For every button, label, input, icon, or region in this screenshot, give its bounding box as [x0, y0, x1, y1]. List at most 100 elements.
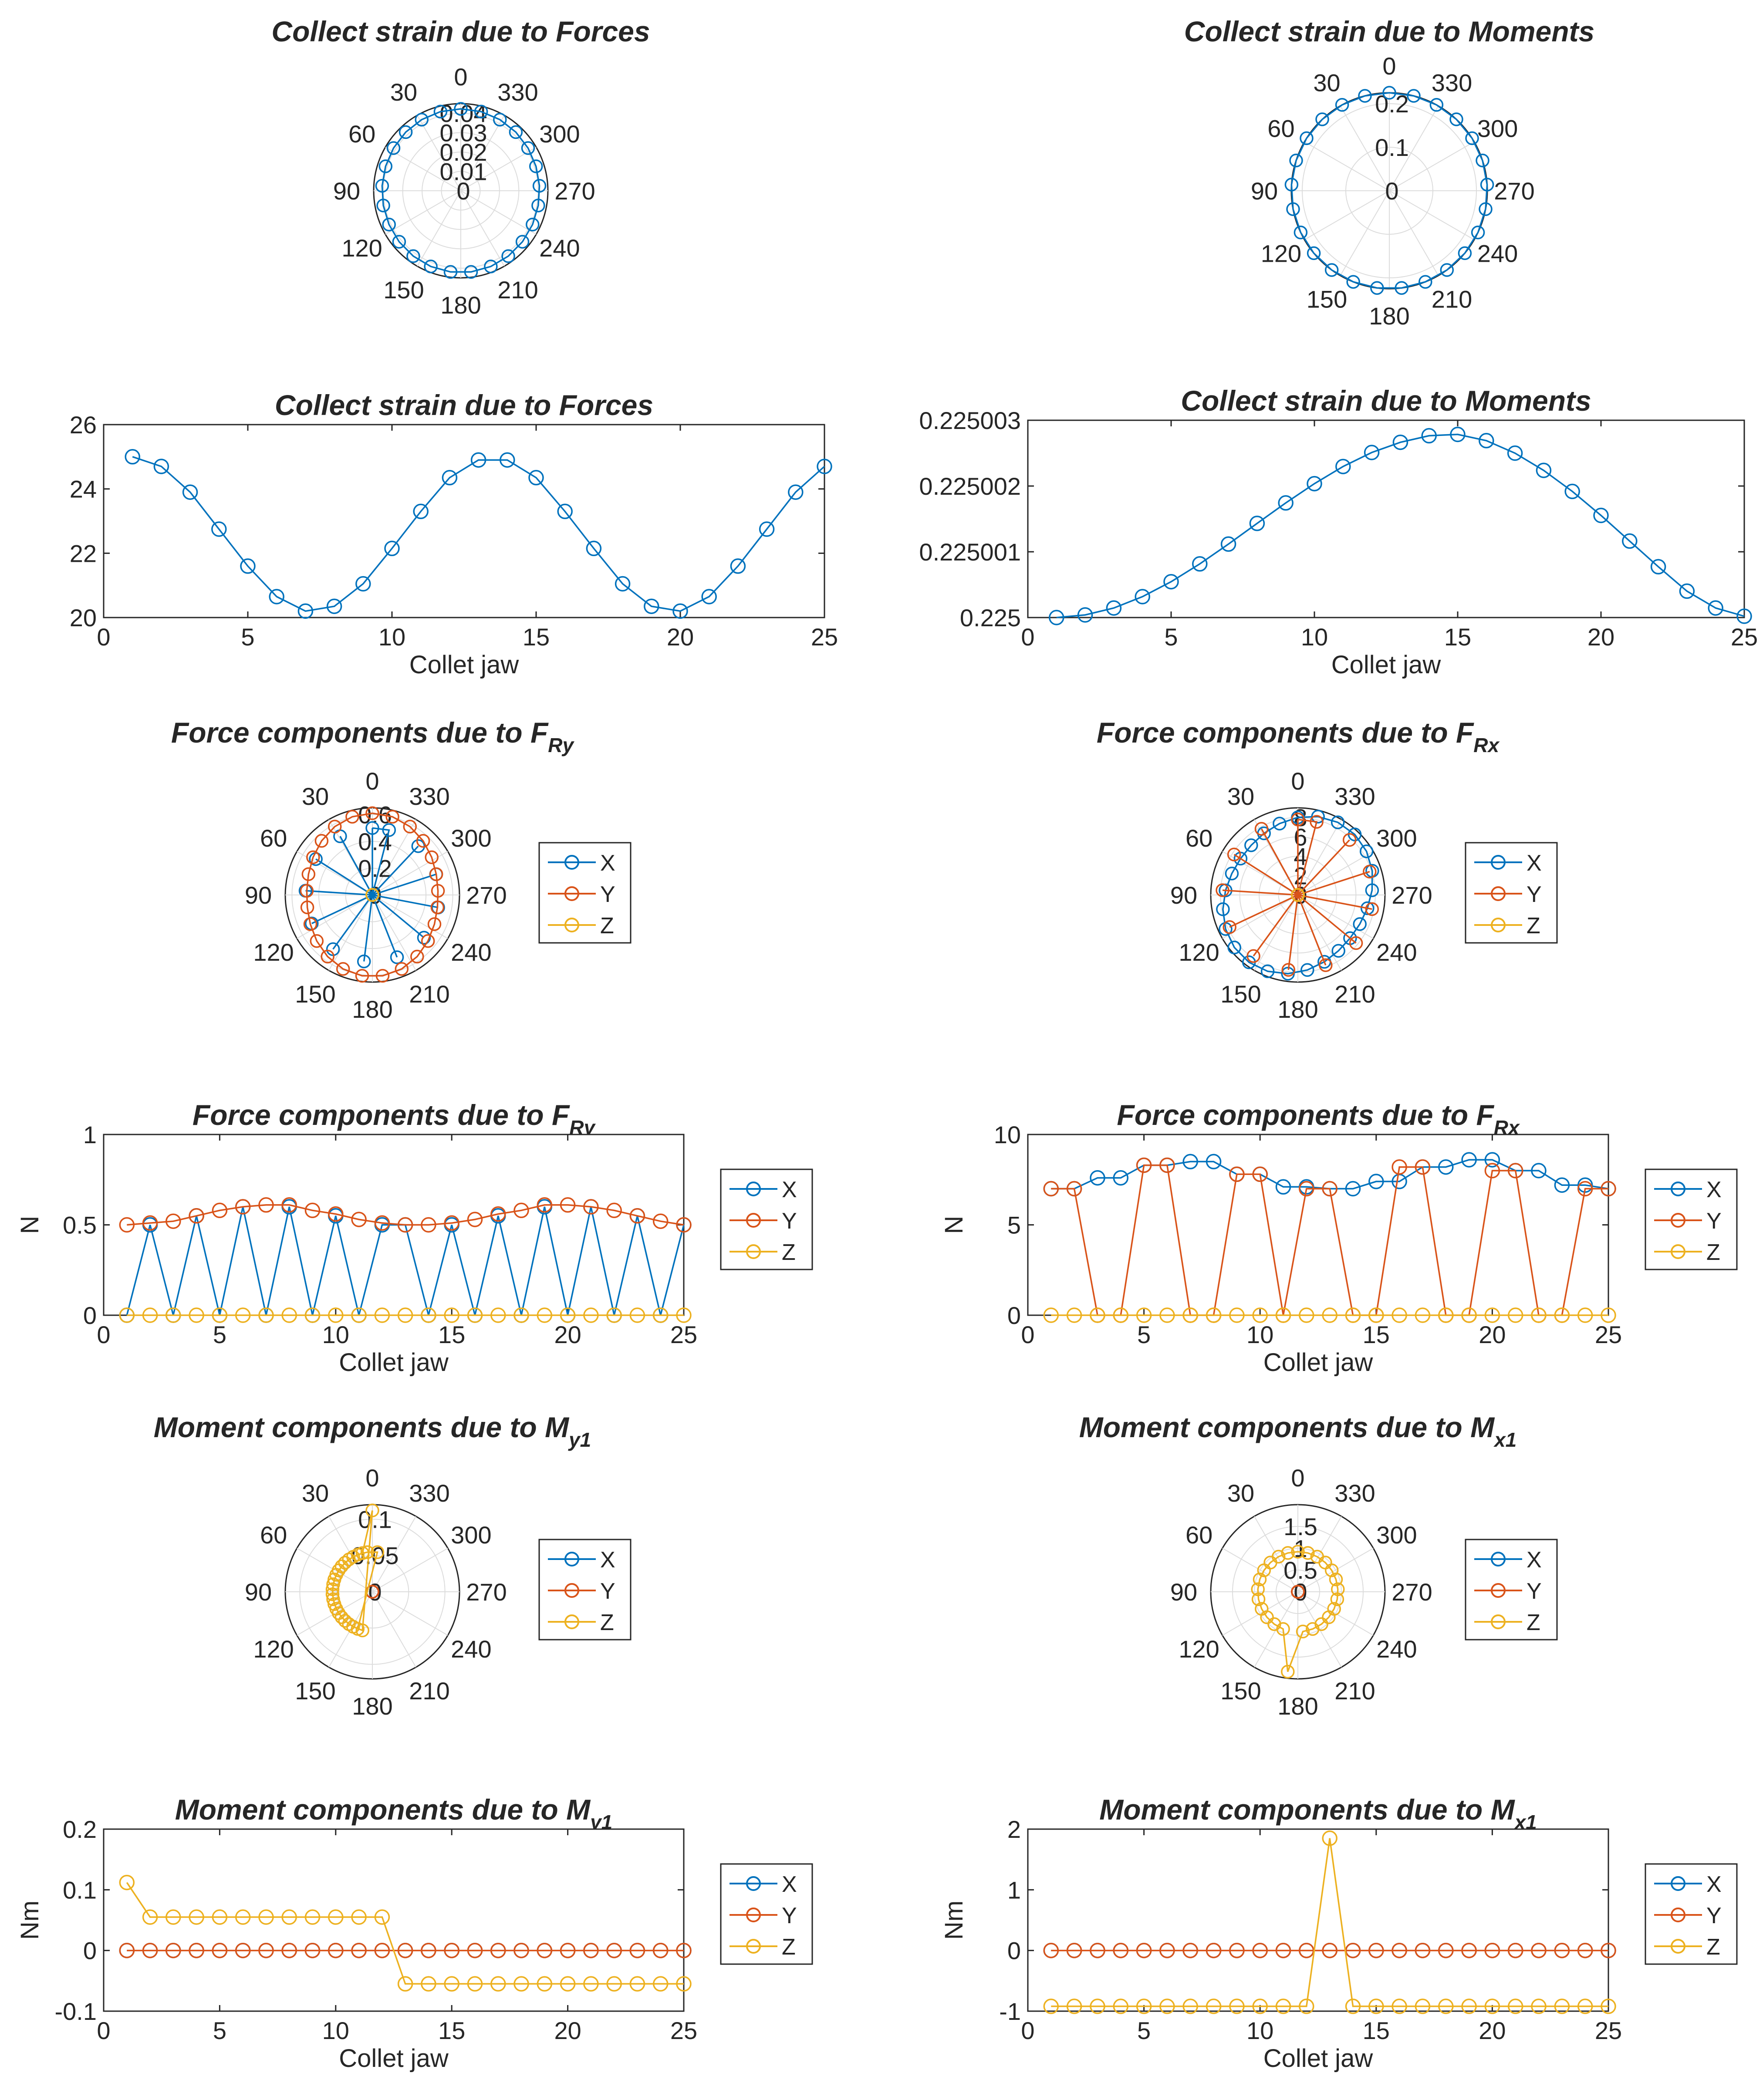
x-tick-label: 15 [1363, 2017, 1390, 2044]
series-line [381, 108, 540, 273]
data-point [1391, 1999, 1407, 2014]
theta-tick-label: 300 [539, 120, 580, 148]
polar-spoke [1340, 190, 1390, 276]
data-point [1113, 1170, 1129, 1186]
data-point [1182, 1154, 1198, 1170]
data-point [1593, 507, 1609, 523]
data-point [351, 1909, 367, 1925]
data-point [1192, 556, 1208, 572]
x-tick-label: 5 [213, 2017, 226, 2044]
y-tick-label: 0 [83, 1302, 97, 1329]
series-x [1216, 810, 1379, 981]
data-point [606, 1202, 622, 1219]
data-point [1391, 1942, 1407, 1958]
data-point [1229, 1166, 1245, 1182]
data-point [1458, 246, 1472, 260]
data-point [1220, 536, 1236, 552]
theta-tick-label: 0 [1382, 52, 1396, 80]
data-point [415, 112, 429, 127]
x-tick-label: 0 [1021, 623, 1034, 651]
data-point [403, 820, 417, 834]
data-point [1536, 463, 1552, 478]
data-point [325, 1582, 340, 1596]
r-tick-label: 1.5 [1283, 1513, 1317, 1540]
data-point [1159, 1157, 1175, 1173]
data-point [1395, 281, 1408, 295]
data-point [1310, 815, 1324, 829]
data-point [1349, 936, 1363, 950]
chart-title-main: Moment components due to M [1079, 1411, 1495, 1443]
data-point [1299, 1999, 1314, 2014]
theta-tick-label: 330 [1432, 69, 1472, 96]
theta-tick-label: 150 [1307, 286, 1347, 313]
data-point [375, 179, 389, 193]
data-point [360, 1545, 375, 1559]
data-point [467, 1942, 483, 1958]
x-tick-label: 15 [438, 1321, 465, 1348]
legend-marker [564, 886, 579, 901]
data-point [1249, 516, 1265, 531]
data-point [1251, 1592, 1266, 1606]
theta-tick-label: 210 [497, 276, 538, 304]
theta-tick-label: 330 [1334, 783, 1375, 810]
theta-tick-label: 30 [302, 1479, 329, 1507]
data-point [1415, 1307, 1431, 1323]
data-point [474, 105, 488, 119]
y-axis-label: N [16, 1216, 44, 1234]
data-point [537, 1307, 553, 1323]
y-axis-label: N [940, 1216, 968, 1234]
polar-spoke [328, 895, 373, 971]
data-point [1223, 920, 1236, 934]
data-point [1554, 1177, 1570, 1193]
legend-label: X [600, 1547, 615, 1573]
legend-marker [1671, 1876, 1685, 1891]
data-point [374, 1215, 390, 1231]
theta-tick-label: 60 [1267, 115, 1294, 142]
theta-tick-label: 300 [1376, 824, 1417, 852]
data-point [493, 112, 507, 127]
y-tick-label: 0 [83, 1937, 97, 1965]
data-point [1301, 1546, 1315, 1560]
x-tick-label: 0 [97, 623, 110, 651]
legend-item-x: X [548, 1547, 615, 1573]
series-line [132, 456, 825, 612]
data-point [125, 449, 140, 465]
data-point [1281, 1546, 1295, 1560]
polar-chart-4: Force components due to FRy 0 30 60 90 120150… [171, 716, 632, 1023]
chart-title-main: Collect strain due to Moments [1184, 15, 1594, 47]
data-point [1358, 89, 1372, 103]
data-point [526, 217, 540, 232]
legend-item-y: Y [730, 1903, 797, 1928]
theta-tick-label: 330 [1334, 1479, 1375, 1507]
data-point [1260, 964, 1275, 979]
data-point [490, 1942, 506, 1958]
data-point [490, 1976, 506, 1992]
r-tick-label: 0.1 [358, 1506, 392, 1533]
data-point [470, 452, 486, 468]
data-point [1331, 1582, 1345, 1596]
data-point [1322, 1307, 1337, 1323]
series-line [1056, 433, 1745, 618]
series-line [1290, 92, 1488, 289]
data-point [1554, 1307, 1570, 1323]
data-point [1324, 263, 1339, 277]
data-point [342, 1553, 356, 1567]
data-point [537, 1942, 553, 1958]
data-point [1353, 917, 1367, 931]
x-tick-label: 10 [1246, 1321, 1273, 1348]
data-point [1252, 1307, 1268, 1323]
data-point [1736, 608, 1752, 624]
data-point [1275, 1179, 1291, 1195]
data-point [1438, 1999, 1454, 2014]
data-point [1043, 1942, 1059, 1958]
data-point [817, 459, 832, 474]
data-point [346, 1620, 360, 1634]
legend-marker [1491, 1614, 1506, 1629]
data-point [676, 1942, 692, 1958]
data-point [431, 884, 445, 898]
chart-title: Moment components due to Mx1 [1099, 1793, 1537, 1833]
y-axis-label: Nm [940, 1901, 968, 1940]
data-point [1415, 1942, 1431, 1958]
x-tick-label: 5 [1164, 623, 1178, 651]
data-point [560, 1942, 576, 1958]
